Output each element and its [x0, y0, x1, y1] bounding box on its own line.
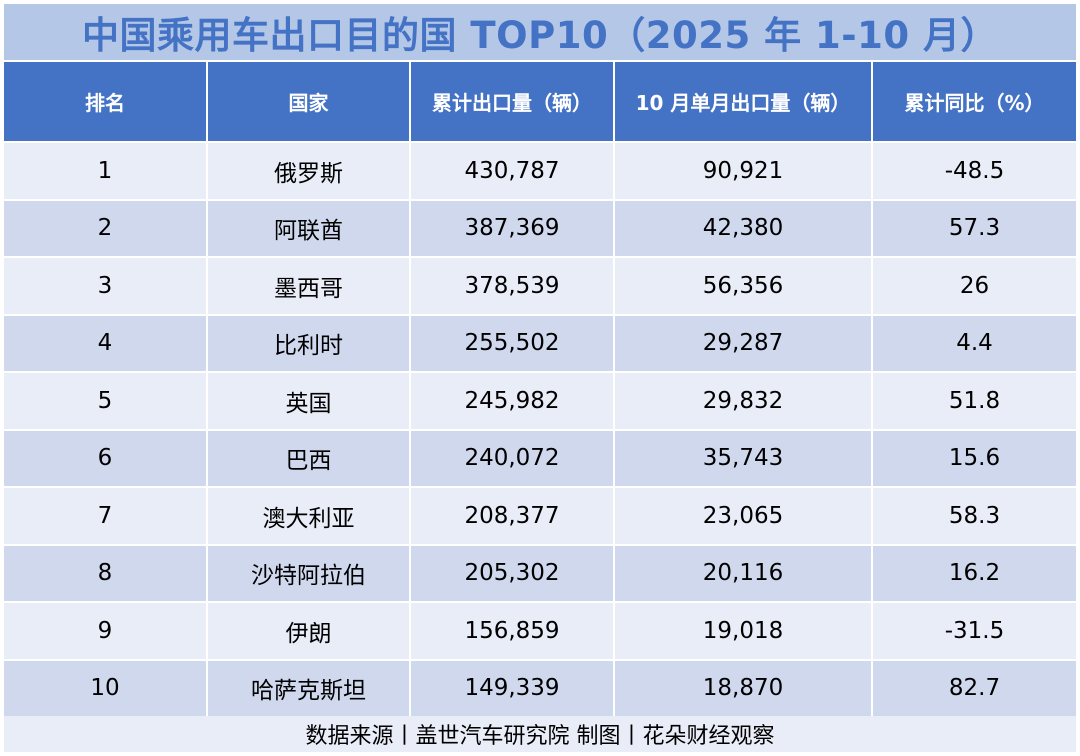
october-cell: 90,921: [614, 142, 873, 201]
cumulative-cell: 430,787: [410, 142, 615, 201]
yoy-cell: 4.4: [872, 314, 1076, 373]
table-row: 7 澳大利亚 208,377 23,065 58.3: [4, 487, 1076, 546]
country-cell: 比利时: [207, 314, 411, 373]
table-row: 10 哈萨克斯坦 149,339 18,870 82.7: [4, 659, 1076, 718]
rank-cell: 8: [4, 544, 208, 603]
table-row: 4 比利时 255,502 29,287 4.4: [4, 314, 1076, 373]
cumulative-cell: 240,072: [410, 429, 615, 488]
country-cell: 哈萨克斯坦: [207, 659, 411, 718]
table-row: 5 英国 245,982 29,832 51.8: [4, 372, 1076, 431]
cumulative-cell: 149,339: [410, 659, 615, 718]
footer: 数据来源丨盖世汽车研究院 制图丨花朵财经观察: [4, 716, 1076, 752]
rank-cell: 2: [4, 199, 208, 258]
october-cell: 18,870: [614, 659, 873, 718]
country-cell: 巴西: [207, 429, 411, 488]
header-row: 排名 国家 累计出口量（辆） 10 月单月出口量（辆） 累计同比（%）: [4, 62, 1076, 143]
header-cell-october: 10 月单月出口量（辆）: [614, 62, 873, 143]
country-cell: 阿联酋: [207, 199, 411, 258]
cumulative-cell: 156,859: [410, 602, 615, 661]
yoy-cell: 58.3: [872, 487, 1076, 546]
cumulative-cell: 208,377: [410, 487, 615, 546]
cumulative-cell: 205,302: [410, 544, 615, 603]
table-row: 8 沙特阿拉伯 205,302 20,116 16.2: [4, 544, 1076, 603]
october-cell: 20,116: [614, 544, 873, 603]
yoy-cell: 51.8: [872, 372, 1076, 431]
rank-cell: 4: [4, 314, 208, 373]
country-cell: 伊朗: [207, 602, 411, 661]
cumulative-cell: 387,369: [410, 199, 615, 258]
rank-cell: 6: [4, 429, 208, 488]
source-note: 数据来源丨盖世汽车研究院 制图丨花朵财经观察: [305, 724, 775, 749]
cumulative-cell: 378,539: [410, 257, 615, 316]
rank-cell: 9: [4, 602, 208, 661]
table-row: 2 阿联酋 387,369 42,380 57.3: [4, 199, 1076, 258]
export-table: 排名 国家 累计出口量（辆） 10 月单月出口量（辆） 累计同比（%） 1 俄罗斯…: [4, 62, 1076, 718]
yoy-cell: 82.7: [872, 659, 1076, 718]
october-cell: 56,356: [614, 257, 873, 316]
header-cell-cumulative: 累计出口量（辆）: [410, 62, 615, 143]
country-cell: 澳大利亚: [207, 487, 411, 546]
title-bar: 中国乘用车出口目的国 TOP10（2025 年 1-10 月）: [4, 4, 1076, 60]
table-row: 1 俄罗斯 430,787 90,921 -48.5: [4, 142, 1076, 201]
header-cell-rank: 排名: [4, 62, 208, 143]
rank-cell: 10: [4, 659, 208, 718]
table-body: 1 俄罗斯 430,787 90,921 -48.5 2 阿联酋 387,369 42,380 5…: [4, 142, 1076, 718]
yoy-cell: 16.2: [872, 544, 1076, 603]
yoy-cell: 26: [872, 257, 1076, 316]
table-row: 9 伊朗 156,859 19,018 -31.5: [4, 602, 1076, 661]
october-cell: 19,018: [614, 602, 873, 661]
header-cell-yoy: 累计同比（%）: [872, 62, 1076, 143]
october-cell: 23,065: [614, 487, 873, 546]
october-cell: 42,380: [614, 199, 873, 258]
october-cell: 35,743: [614, 429, 873, 488]
header-cell-country: 国家: [207, 62, 411, 143]
country-cell: 俄罗斯: [207, 142, 411, 201]
rank-cell: 7: [4, 487, 208, 546]
rank-cell: 5: [4, 372, 208, 431]
country-cell: 墨西哥: [207, 257, 411, 316]
yoy-cell: 57.3: [872, 199, 1076, 258]
rank-cell: 1: [4, 142, 208, 201]
cumulative-cell: 255,502: [410, 314, 615, 373]
october-cell: 29,832: [614, 372, 873, 431]
yoy-cell: -48.5: [872, 142, 1076, 201]
rank-cell: 3: [4, 257, 208, 316]
cumulative-cell: 245,982: [410, 372, 615, 431]
table-row: 6 巴西 240,072 35,743 15.6: [4, 429, 1076, 488]
country-cell: 英国: [207, 372, 411, 431]
country-cell: 沙特阿拉伯: [207, 544, 411, 603]
october-cell: 29,287: [614, 314, 873, 373]
table-row: 3 墨西哥 378,539 56,356 26: [4, 257, 1076, 316]
yoy-cell: -31.5: [872, 602, 1076, 661]
chart-title: 中国乘用车出口目的国 TOP10（2025 年 1-10 月）: [82, 14, 998, 57]
yoy-cell: 15.6: [872, 429, 1076, 488]
